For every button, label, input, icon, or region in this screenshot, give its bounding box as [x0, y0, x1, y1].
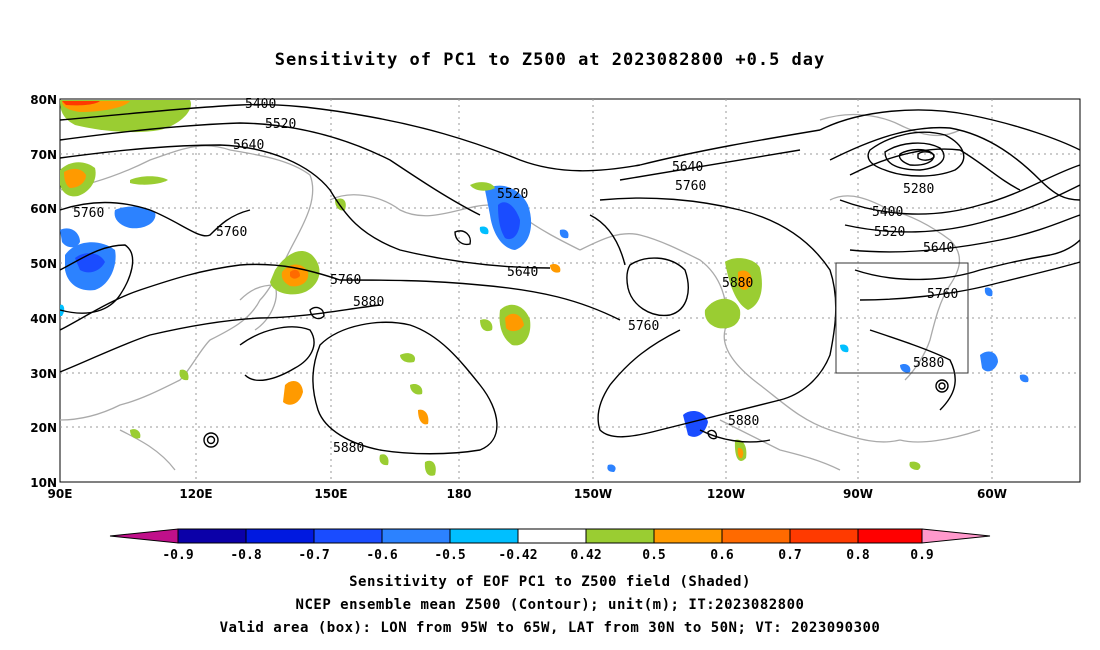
- valid-area-box: [835, 262, 969, 374]
- contour-label: 5760: [330, 273, 361, 288]
- lon-label: 60W: [977, 487, 1007, 501]
- contour-label: 5520: [497, 187, 528, 202]
- sensitivity-shading: [60, 100, 1029, 476]
- latitude-labels: 80N 70N 60N 50N 40N 30N 20N 10N: [30, 93, 57, 490]
- chart-title: Sensitivity of PC1 to Z500 at 2023082800…: [274, 50, 826, 70]
- contour-label: 5760: [675, 179, 706, 194]
- colorbar-label: 0.5: [642, 548, 665, 563]
- contour-label: 5400: [872, 205, 903, 220]
- contour-label: 5880: [333, 441, 364, 456]
- contour-label: 5880: [722, 276, 753, 291]
- colorbar-segment: [177, 528, 247, 544]
- lon-label: 120E: [179, 487, 212, 501]
- lat-label: 70N: [30, 148, 57, 162]
- colorbar-segment: [313, 528, 383, 544]
- lat-label: 20N: [30, 421, 57, 435]
- caption-line-3: Valid area (box): LON from 95W to 65W, L…: [219, 620, 881, 636]
- colorbar-segment: [585, 528, 655, 544]
- colorbar-left-triangle: [109, 528, 179, 544]
- contour-label: 5640: [923, 241, 954, 256]
- contour-label: 5520: [265, 117, 296, 132]
- lon-label: 180: [446, 487, 471, 501]
- lat-label: 10N: [30, 476, 57, 490]
- colorbar-segment: [449, 528, 519, 544]
- colorbar-label: -0.8: [230, 548, 261, 563]
- lat-label: 30N: [30, 367, 57, 381]
- contour-label: 5760: [927, 287, 958, 302]
- lat-label: 50N: [30, 257, 57, 271]
- colorbar-label: -0.5: [434, 548, 465, 563]
- lon-label: 150W: [574, 487, 612, 501]
- contour-label: 5640: [233, 138, 264, 153]
- lon-label: 90E: [48, 487, 73, 501]
- colorbar-right-triangle: [921, 528, 991, 544]
- caption-line-1: Sensitivity of EOF PC1 to Z500 field (Sh…: [349, 574, 751, 590]
- z500-contours: [59, 103, 1081, 455]
- lat-label: 60N: [30, 202, 57, 216]
- contour-label: 5760: [73, 206, 104, 221]
- lon-label: 90W: [843, 487, 873, 501]
- colorbar-segment: [381, 528, 451, 544]
- colorbar-segment: [857, 528, 923, 544]
- colorbar-segment: [653, 528, 723, 544]
- contour-label: 5880: [728, 414, 759, 429]
- contour-label: 5760: [628, 319, 659, 334]
- colorbar-label: -0.6: [366, 548, 397, 563]
- contour-label: 5880: [353, 295, 384, 310]
- contour-labels: 5400 5520 5640 5760 5760 5520 5640 5760 …: [73, 97, 958, 456]
- gridlines: [60, 99, 1080, 482]
- colorbar-label: -0.9: [162, 548, 193, 563]
- contour-label: 5280: [903, 182, 934, 197]
- contour-label: 5880: [913, 356, 944, 371]
- lat-label: 80N: [30, 93, 57, 107]
- contour-label: 5400: [245, 97, 276, 112]
- map-frame: [59, 98, 1081, 483]
- colorbar-label: 0.8: [846, 548, 870, 563]
- colorbar-segment: [789, 528, 859, 544]
- colorbar-segment: [245, 528, 315, 544]
- colorbar-label: 0.7: [778, 548, 801, 563]
- colorbar: -0.9 -0.8 -0.7 -0.6 -0.5 -0.42 0.42 0.5 …: [109, 528, 991, 563]
- lat-label: 40N: [30, 312, 57, 326]
- colorbar-label: -0.42: [498, 548, 537, 563]
- colorbar-label: 0.42: [570, 548, 601, 563]
- colorbar-label: 0.9: [910, 548, 933, 563]
- caption-line-2: NCEP ensemble mean Z500 (Contour); unit(…: [295, 597, 805, 613]
- lon-label: 150E: [314, 487, 347, 501]
- longitude-labels: 90E 120E 150E 180 150W 120W 90W 60W: [48, 487, 1007, 501]
- contour-label: 5760: [216, 225, 247, 240]
- contour-label: 5640: [672, 160, 703, 175]
- contour-label: 5640: [507, 265, 538, 280]
- colorbar-label: 0.6: [710, 548, 734, 563]
- contour-label: 5520: [874, 225, 905, 240]
- lon-label: 120W: [707, 487, 745, 501]
- colorbar-segment: [721, 528, 791, 544]
- colorbar-label: -0.7: [298, 548, 329, 563]
- colorbar-segment: [517, 528, 587, 544]
